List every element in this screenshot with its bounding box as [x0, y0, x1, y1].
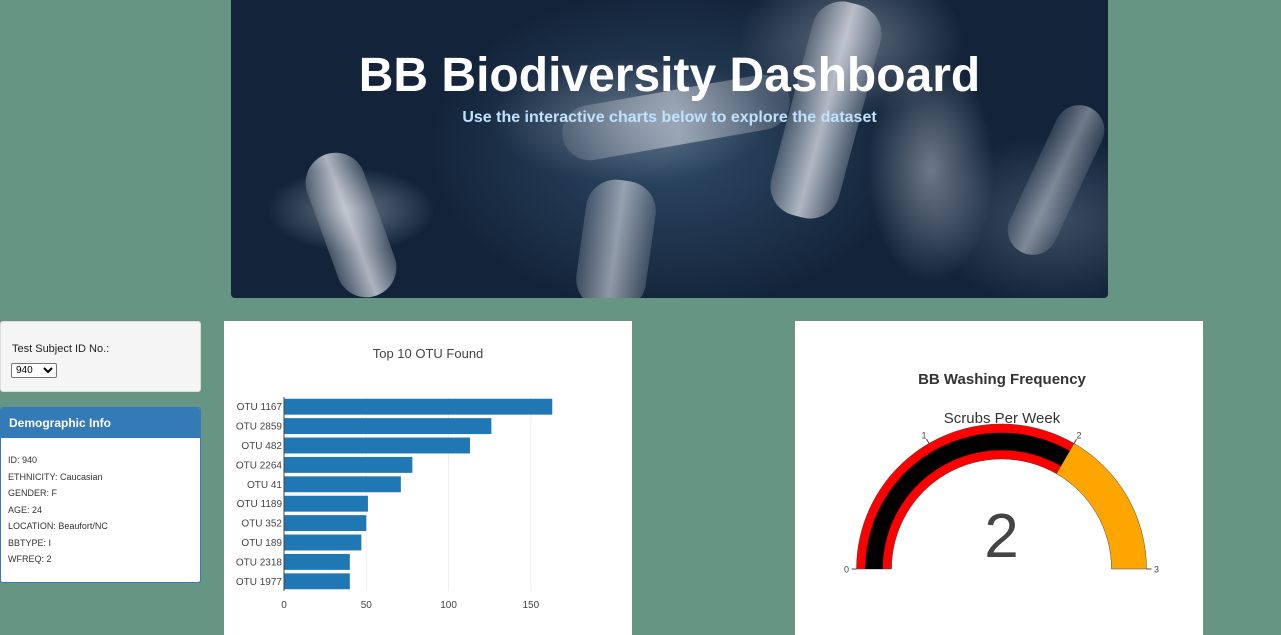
bar-chart-y-tick-label: OTU 2318 [236, 557, 283, 568]
demographic-row: AGE: 24 [8, 504, 43, 515]
gauge-tick-label: 2 [1076, 430, 1081, 440]
bar-chart-x-tick-label: 100 [440, 600, 457, 611]
bar-chart-bar [284, 573, 350, 590]
header-banner: BB Biodiversity Dashboard Use the intera… [231, 0, 1108, 298]
bar-chart-bar [284, 476, 401, 493]
gauge-step-band [1056, 443, 1147, 570]
demographic-row: WFREQ: 2 [8, 554, 52, 564]
demographic-row: BBTYPE: I [8, 537, 52, 548]
bar-chart-x-tick-label: 150 [523, 600, 540, 611]
banner-bacteria-decoration [297, 144, 405, 298]
bar-chart-bar [284, 495, 368, 512]
bar-chart-bar [284, 456, 413, 473]
banner-bacteria-decoration [572, 175, 660, 298]
gauge-tick-label: 0 [844, 565, 849, 575]
demographic-row: ETHNICITY: Caucasian [8, 471, 103, 482]
subject-select-panel: Test Subject ID No.: 940 [0, 321, 201, 392]
bar-chart-card: Top 10 OTU Found 0 50 100 150 OTU 1167 OTU 285… [224, 321, 632, 635]
gauge-tick-label: 3 [1154, 565, 1159, 575]
demographic-row: GENDER: F [8, 488, 58, 498]
bar-chart-bar [284, 534, 362, 551]
bar-chart-y-tick-label: OTU 1189 [237, 499, 283, 510]
bar-chart-y-tick-label: OTU 189 [241, 538, 282, 549]
gauge-tick-label: 1 [921, 430, 926, 440]
demographic-info-body: ID: 940 ETHNICITY: Caucasian GENDER: F A… [1, 438, 200, 571]
bar-chart[interactable]: Top 10 OTU Found 0 50 100 150 OTU 1167 OTU 285… [224, 321, 632, 635]
bar-chart-y-tick-label: OTU 41 [247, 480, 282, 491]
bar-chart-x-tick-label: 50 [361, 600, 373, 611]
bar-chart-y-tick-label: OTU 482 [241, 441, 282, 452]
bar-chart-x-tick-label: 0 [281, 600, 287, 611]
bar-chart-y-tick-label: OTU 2264 [236, 460, 283, 471]
bar-chart-y-tick-label: OTU 352 [241, 519, 282, 530]
demographic-info-panel: Demographic Info ID: 940 ETHNICITY: Cauc… [0, 407, 201, 583]
gauge-title: BB Washing Frequency [918, 371, 1086, 388]
demographic-row: ID: 940 [8, 455, 38, 465]
bar-chart-bar [284, 515, 367, 532]
gauge-chart-card: BB Washing Frequency Scrubs Per Week 0 1 2 3 2 [795, 321, 1203, 635]
page-subtitle: Use the interactive charts below to expl… [462, 109, 877, 126]
bar-chart-y-tick-label: OTU 1977 [236, 577, 283, 588]
demographic-info-title: Demographic Info [1, 408, 200, 438]
bar-chart-bar [284, 553, 350, 570]
gauge-chart[interactable]: BB Washing Frequency Scrubs Per Week 0 1 2 3 2 [795, 321, 1203, 635]
bar-chart-title: Top 10 OTU Found [373, 346, 484, 361]
subject-id-select[interactable]: 940 [11, 363, 57, 378]
subject-select-label: Test Subject ID No.: [12, 343, 110, 355]
demographic-row: LOCATION: Beaufort/NC [8, 521, 108, 531]
gauge-step-band [856, 423, 1075, 570]
gauge-subtitle: Scrubs Per Week [944, 410, 1061, 427]
bar-chart-y-tick-label: OTU 1167 [237, 402, 283, 413]
bar-chart-bar [284, 398, 553, 415]
gauge-tick-mark [926, 438, 930, 444]
bar-chart-bar [284, 437, 470, 454]
gauge-tick-mark [1073, 438, 1077, 444]
gauge-value-number: 2 [984, 502, 1018, 571]
bar-chart-y-tick-label: OTU 2859 [236, 422, 283, 433]
gauge-value-bar [865, 432, 1070, 569]
page-title: BB Biodiversity Dashboard [358, 49, 981, 102]
bar-chart-bar [284, 418, 492, 435]
